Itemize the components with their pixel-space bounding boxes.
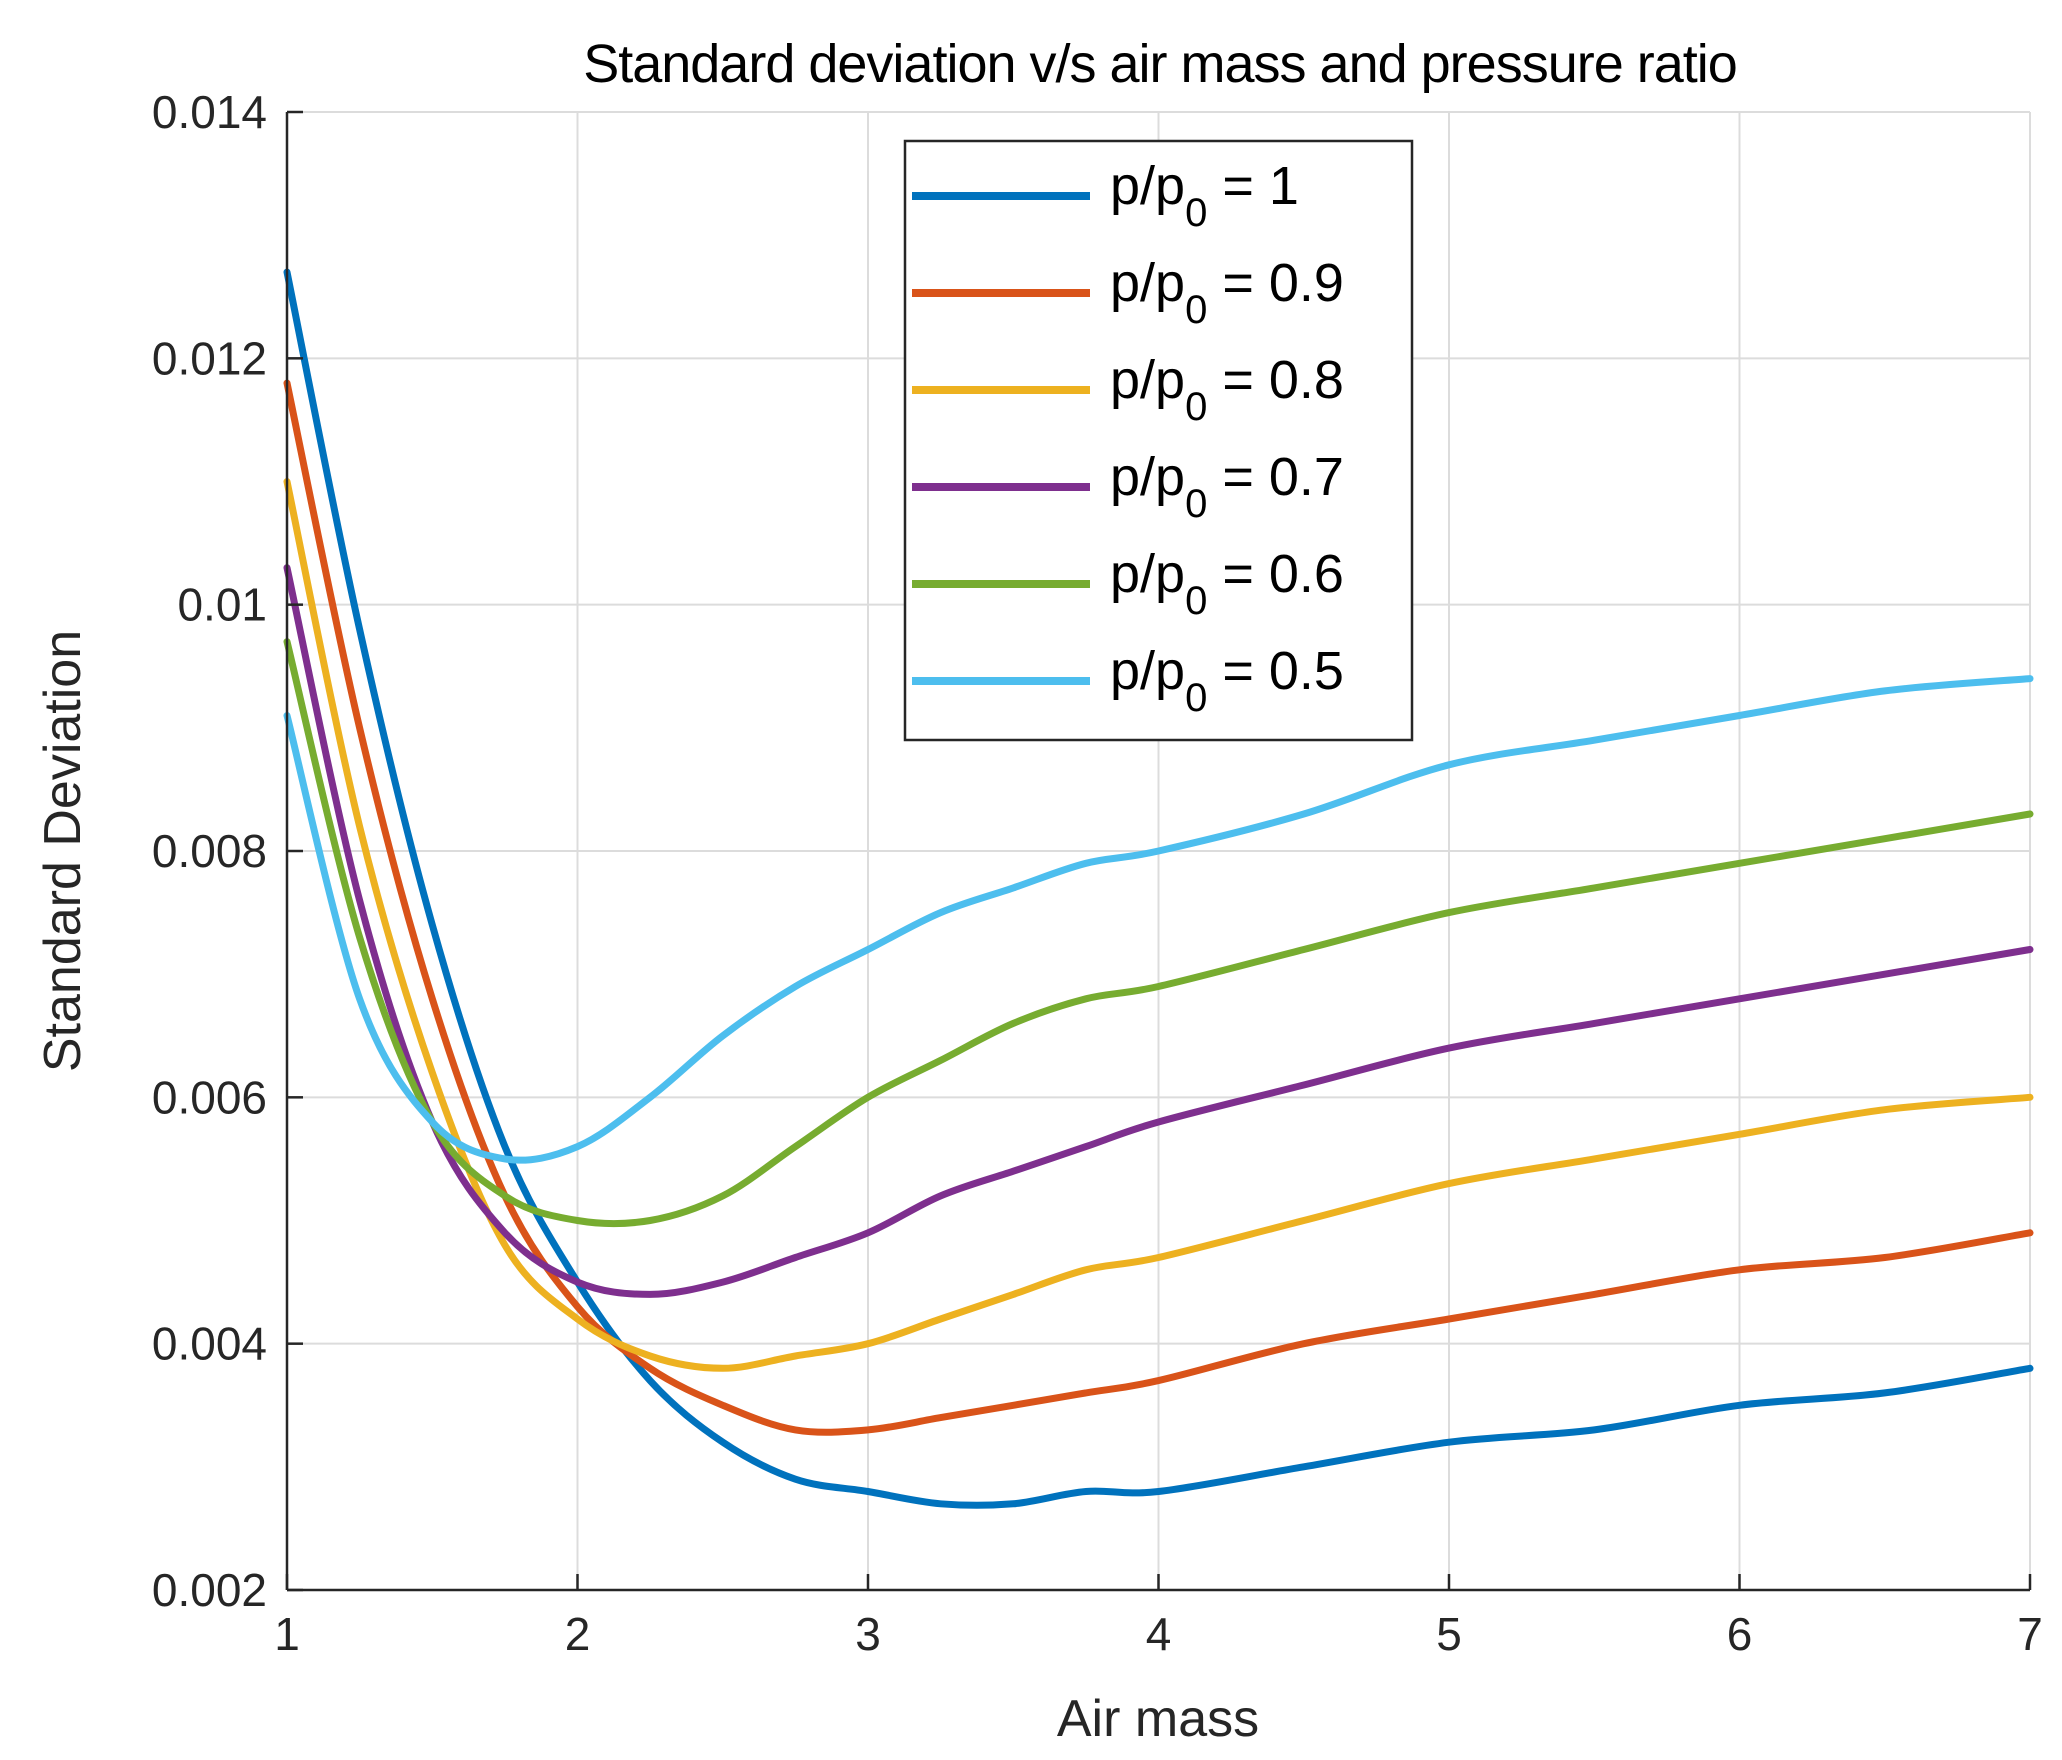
legend-label-2: p/p0 = 0.8 xyxy=(1110,350,1344,429)
legend: p/p0 = 1p/p0 = 0.9p/p0 = 0.8p/p0 = 0.7p/… xyxy=(903,139,1414,742)
y-tick-label: 0.014 xyxy=(152,86,267,138)
legend-label-rest: = 0.8 xyxy=(1207,350,1344,410)
y-tick-label: 0.004 xyxy=(152,1318,267,1370)
legend-label-sub: 0 xyxy=(1185,191,1207,235)
series-line-2 xyxy=(283,478,2034,1372)
legend-box xyxy=(903,139,1414,742)
legend-label-4: p/p0 = 0.6 xyxy=(1110,544,1344,623)
legend-label-5: p/p0 = 0.5 xyxy=(1110,641,1344,720)
legend-label-main: p/p xyxy=(1110,641,1185,701)
legend-label-1: p/p0 = 0.9 xyxy=(1110,253,1344,332)
legend-label-rest: = 1 xyxy=(1207,156,1299,216)
legend-label-rest: = 0.9 xyxy=(1207,253,1344,313)
x-tick-label: 2 xyxy=(565,1608,591,1660)
legend-label-rest: = 0.6 xyxy=(1207,544,1344,604)
legend-label-main: p/p xyxy=(1110,447,1185,507)
y-tick-label: 0.006 xyxy=(152,1071,267,1123)
legend-label-sub: 0 xyxy=(1185,482,1207,526)
y-ticks: 0.002 0.004 0.006 0.008 0.01 0.012 0.014 xyxy=(152,86,303,1616)
x-ticks: 1 2 3 4 5 6 7 xyxy=(274,1574,2043,1660)
legend-label-main: p/p xyxy=(1110,156,1185,216)
x-tick-label: 1 xyxy=(274,1608,300,1660)
chart-title: Standard deviation v/s air mass and pres… xyxy=(583,34,1737,94)
x-tick-label: 3 xyxy=(855,1608,881,1660)
legend-label-rest: = 0.5 xyxy=(1207,641,1344,701)
legend-label-sub: 0 xyxy=(1185,288,1207,332)
series-line-1 xyxy=(283,379,2034,1436)
y-axis-title: Standard Deviation xyxy=(34,630,92,1072)
legend-label-main: p/p xyxy=(1110,544,1185,604)
legend-label-0: p/p0 = 1 xyxy=(1110,156,1299,235)
series-group xyxy=(283,268,2034,1509)
y-tick-label: 0.01 xyxy=(177,579,267,631)
legend-label-main: p/p xyxy=(1110,253,1185,313)
legend-label-rest: = 0.7 xyxy=(1207,447,1344,507)
legend-label-sub: 0 xyxy=(1185,579,1207,623)
legend-label-sub: 0 xyxy=(1185,676,1207,720)
series-line-5 xyxy=(283,675,2034,1164)
legend-label-main: p/p xyxy=(1110,350,1185,410)
x-tick-label: 7 xyxy=(2017,1608,2043,1660)
y-tick-label: 0.002 xyxy=(152,1564,267,1616)
x-tick-label: 4 xyxy=(1146,1608,1172,1660)
y-tick-label: 0.012 xyxy=(152,332,267,384)
legend-label-sub: 0 xyxy=(1185,385,1207,429)
series-line-0 xyxy=(283,268,2034,1509)
series-line-4 xyxy=(283,638,2034,1228)
legend-label-3: p/p0 = 0.7 xyxy=(1110,447,1344,526)
x-axis-title: Air mass xyxy=(1057,1690,1259,1748)
x-tick-label: 5 xyxy=(1436,1608,1462,1660)
y-tick-label: 0.008 xyxy=(152,825,267,877)
x-tick-label: 6 xyxy=(1727,1608,1753,1660)
